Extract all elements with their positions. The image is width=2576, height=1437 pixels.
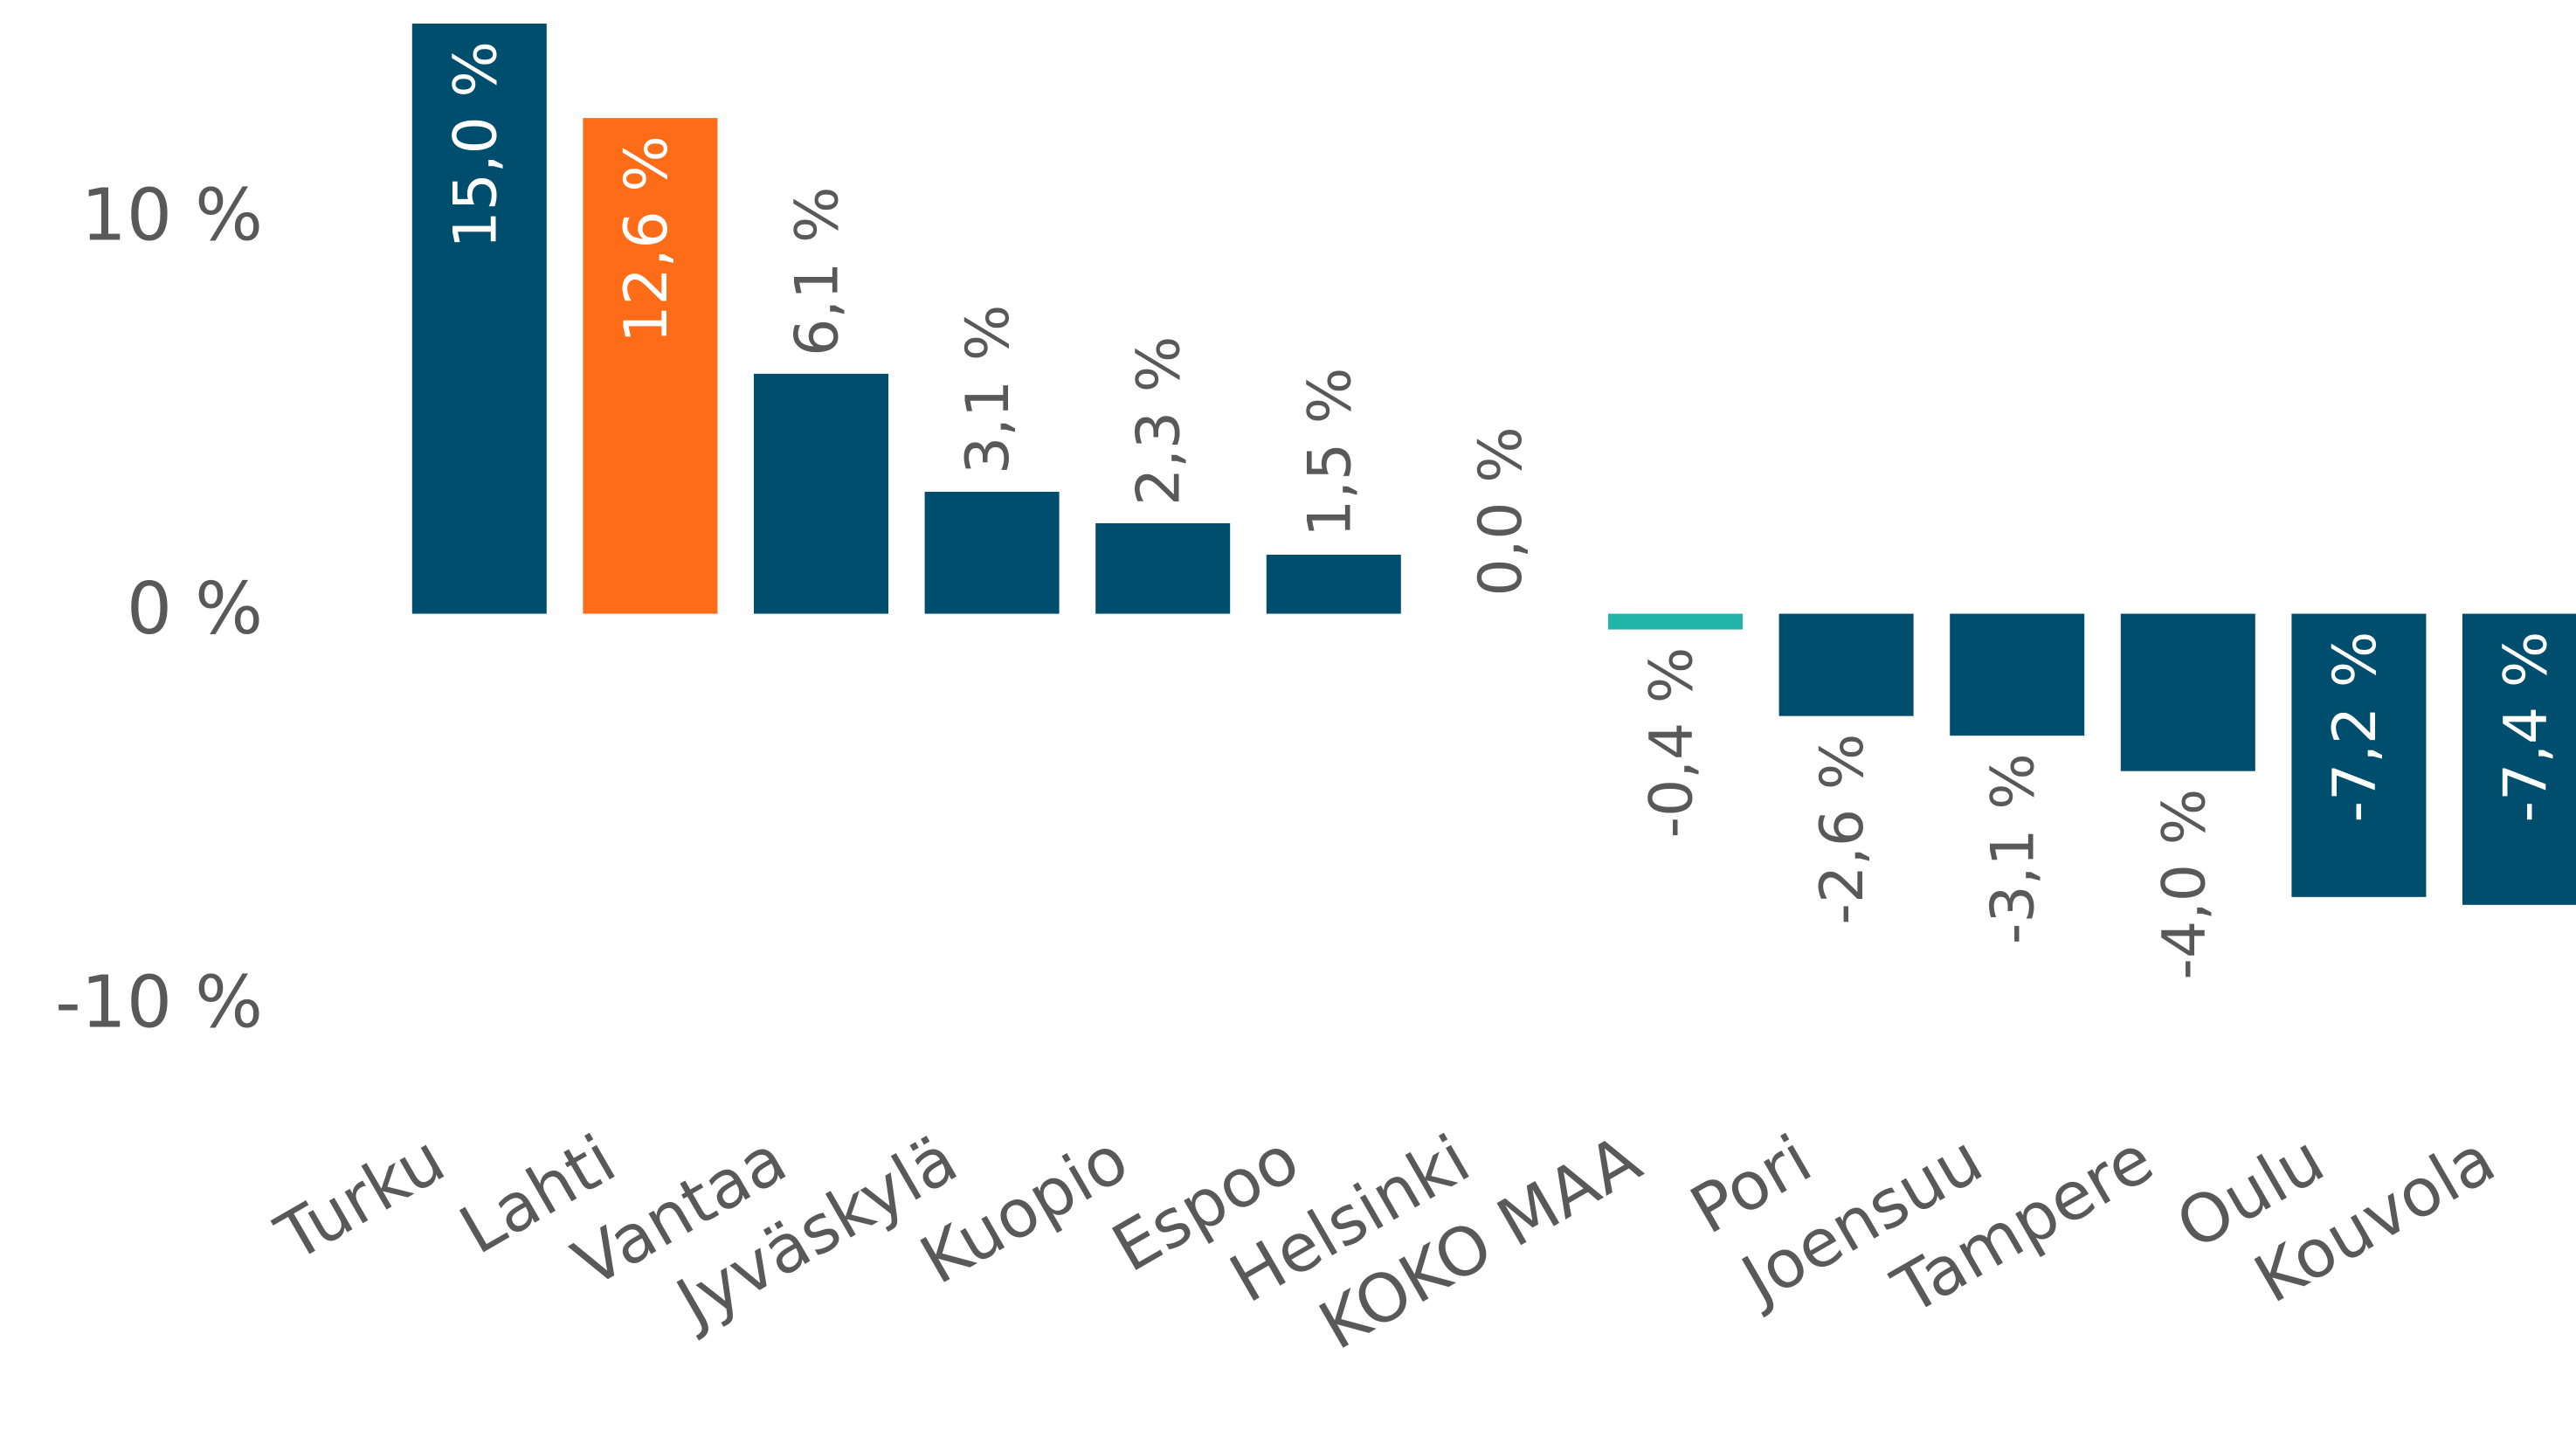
bar — [1095, 522, 1231, 614]
value-label: -4,0 % — [2150, 789, 2219, 980]
value-label: -7,2 % — [2321, 632, 2390, 823]
bar — [1608, 613, 1743, 630]
value-label: 2,3 % — [1125, 336, 1194, 506]
bar — [1778, 613, 1914, 716]
bar — [2462, 613, 2576, 905]
bar — [754, 373, 888, 614]
bar — [924, 491, 1060, 614]
value-label: 15,0 % — [441, 41, 510, 249]
x-tick-label: Turku — [263, 1120, 457, 1277]
bar — [1266, 555, 1401, 614]
value-label: 3,1 % — [954, 305, 1023, 474]
bar — [583, 118, 718, 614]
value-label: -7,4 % — [2492, 632, 2561, 823]
value-label: -2,6 % — [1808, 734, 1877, 925]
bar — [2120, 613, 2255, 771]
value-label: 1,5 % — [1295, 368, 1364, 537]
bar — [411, 24, 547, 614]
value-label: -0,4 % — [1638, 647, 1707, 839]
bar — [1950, 613, 2085, 736]
y-tick-label: -10 % — [55, 961, 263, 1044]
value-label: 12,6 % — [612, 135, 681, 343]
value-label: -3,1 % — [1979, 753, 2048, 944]
value-label: 6,1 % — [784, 186, 853, 356]
bar — [2291, 613, 2427, 897]
value-label: 0,0 % — [1467, 426, 1536, 596]
y-tick-label: 0 % — [127, 568, 263, 651]
y-tick-label: 10 % — [81, 175, 263, 258]
